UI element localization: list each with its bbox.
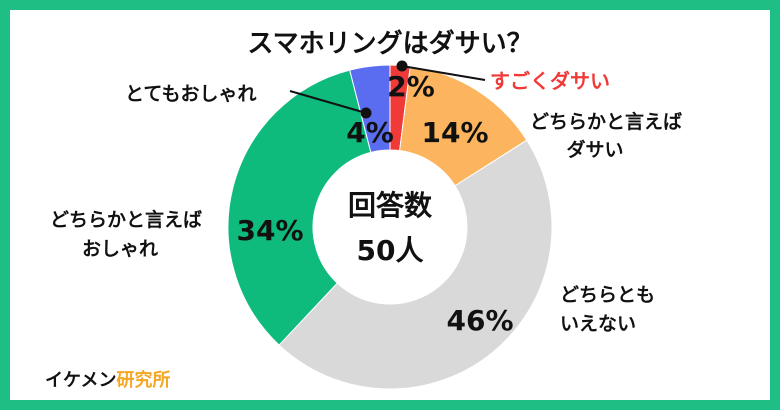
center-label: 回答数	[348, 189, 433, 222]
chart-title: スマホリングはダサい？	[247, 28, 532, 59]
label-totemo-oshare: とてもおしゃれ	[125, 83, 256, 105]
pct-label-dochiraka-dasai: 14%	[421, 116, 488, 149]
leader-dot-sugoku-dasai	[396, 60, 408, 72]
donut-hole	[313, 150, 467, 304]
label-dochiratomo-line2: いえない	[560, 313, 636, 335]
brand-part2: 研究所	[116, 369, 170, 391]
brand-logo: イケメン研究所	[45, 369, 170, 391]
brand-part1: イケメン	[45, 370, 116, 391]
label-sugoku-dasai: すごくダサい	[490, 69, 610, 93]
label-dochiraka-dasai-line2: ダサい	[566, 138, 623, 161]
leader-line-totemo-oshare	[289, 90, 367, 114]
label-dochiratomo-line1: どちらとも	[560, 284, 655, 306]
leader-dot-totemo-oshare	[360, 107, 372, 119]
pct-label-dochiratomo: 46%	[446, 304, 513, 337]
pct-label-dochiraka-oshare: 34%	[236, 214, 303, 247]
leader-line-sugoku-dasai	[401, 65, 486, 81]
pct-label-totemo-oshare: 4%	[346, 116, 394, 149]
center-value: 50人	[357, 234, 424, 267]
label-dochiraka-oshare-line1: どちらかと言えば	[50, 208, 202, 231]
label-dochiraka-oshare-line2: おしゃれ	[82, 238, 158, 260]
pct-label-sugoku-dasai: 2%	[387, 70, 435, 103]
donut-slices	[227, 64, 553, 390]
label-dochiraka-dasai-line1: どちらかと言えば	[530, 110, 682, 133]
